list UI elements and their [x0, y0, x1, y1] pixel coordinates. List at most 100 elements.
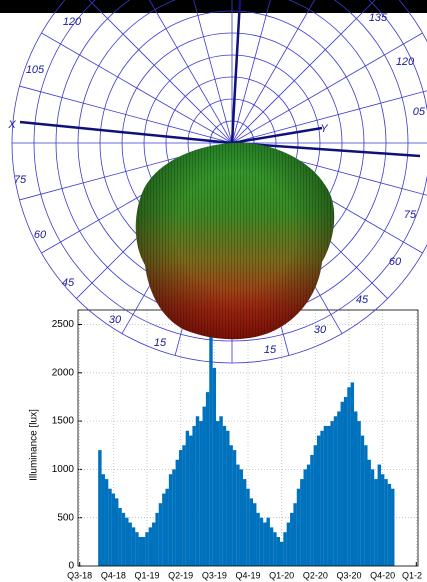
bar — [233, 450, 236, 566]
y-tick-label: 1000 — [52, 464, 75, 475]
bar — [337, 411, 340, 566]
bar — [266, 518, 269, 566]
angle-label: 105 — [26, 64, 45, 76]
bar — [381, 474, 384, 566]
bar — [283, 532, 286, 566]
bar — [367, 460, 370, 566]
bar — [304, 469, 307, 566]
bar — [280, 542, 283, 566]
bar-chart: Illuminance [lux] 05001000150020002500Q3… — [29, 310, 422, 580]
bar — [142, 537, 145, 566]
bar — [196, 416, 199, 566]
angle-label: 05 — [413, 106, 426, 118]
bar — [172, 469, 175, 566]
bar — [240, 469, 243, 566]
bar — [165, 489, 168, 566]
bar — [391, 489, 394, 566]
x-tick-label: Q2-20 — [303, 570, 328, 580]
bar — [371, 469, 374, 566]
bar — [246, 489, 249, 566]
bar — [216, 421, 219, 566]
bar — [149, 527, 152, 566]
bar — [125, 518, 128, 566]
y-tick-label: 1500 — [52, 416, 75, 427]
polar-spoke — [232, 0, 342, 143]
screenshot: Illuminance [lux] 05001000150020002500Q3… — [0, 0, 427, 582]
bar — [122, 513, 125, 566]
bar — [334, 416, 337, 566]
x-tick-label: Q1-19 — [135, 570, 160, 580]
x-tick-label: Q4-19 — [235, 570, 260, 580]
bar — [132, 527, 135, 566]
bar — [341, 402, 344, 566]
angle-label: 75 — [14, 174, 27, 186]
bar — [145, 532, 148, 566]
bar — [243, 479, 246, 566]
bar — [347, 387, 350, 566]
bar — [219, 416, 222, 566]
bar — [253, 503, 256, 566]
angle-label: 60 — [34, 229, 47, 241]
bar — [115, 498, 118, 566]
bar — [118, 508, 121, 566]
bar — [354, 411, 357, 566]
bar — [314, 445, 317, 566]
bar — [192, 426, 195, 566]
bar — [179, 450, 182, 566]
bar — [317, 436, 320, 566]
bar — [159, 503, 162, 566]
bar — [199, 421, 202, 566]
bar — [300, 479, 303, 566]
bar — [152, 523, 155, 566]
bar — [263, 523, 266, 566]
bar — [139, 537, 142, 566]
angle-label: 30 — [109, 314, 122, 326]
y-tick-label: 2500 — [52, 319, 75, 330]
bar — [277, 537, 280, 566]
polar-spoke — [76, 0, 232, 143]
x-tick-label: Q3-20 — [336, 570, 361, 580]
bar — [351, 382, 354, 566]
x-tick-label: Q4-20 — [370, 570, 395, 580]
bar — [357, 421, 360, 566]
angle-label: 75 — [404, 209, 417, 221]
angle-label: 45 — [62, 277, 75, 289]
bar — [290, 513, 293, 566]
bar — [273, 532, 276, 566]
bar — [226, 431, 229, 566]
angle-label: 120 — [396, 56, 415, 68]
polar-spoke — [232, 0, 289, 143]
bar — [310, 455, 313, 566]
y-axis-label: Illuminance [lux] — [29, 409, 40, 481]
axis-label: Y — [320, 123, 328, 135]
bar — [260, 518, 263, 566]
axis-label: X — [7, 119, 16, 131]
bar — [384, 479, 387, 566]
bar — [236, 465, 239, 566]
y-tick-label: 2000 — [52, 367, 75, 378]
bar — [388, 484, 391, 566]
polar-spoke — [122, 0, 232, 143]
x-tick-label: Q4-18 — [101, 570, 126, 580]
bar — [112, 494, 115, 566]
angle-label: 60 — [389, 256, 402, 268]
bar — [162, 494, 165, 566]
angle-label: 120 — [63, 16, 82, 28]
x-tick-label: Q1-2 — [402, 570, 422, 580]
polar-axis — [20, 122, 232, 143]
top-bar — [0, 0, 427, 13]
y-tick-label: 500 — [57, 512, 74, 523]
x-tick-label: Q1-20 — [269, 570, 294, 580]
angle-label: 15 — [154, 337, 167, 349]
bar — [297, 489, 300, 566]
bar — [378, 465, 381, 566]
bar — [209, 334, 212, 566]
bar — [307, 465, 310, 566]
bar — [182, 445, 185, 566]
bar — [361, 436, 364, 566]
bar — [186, 431, 189, 566]
bar — [374, 479, 377, 566]
bar — [102, 474, 105, 566]
bar — [327, 426, 330, 566]
bar — [256, 513, 259, 566]
